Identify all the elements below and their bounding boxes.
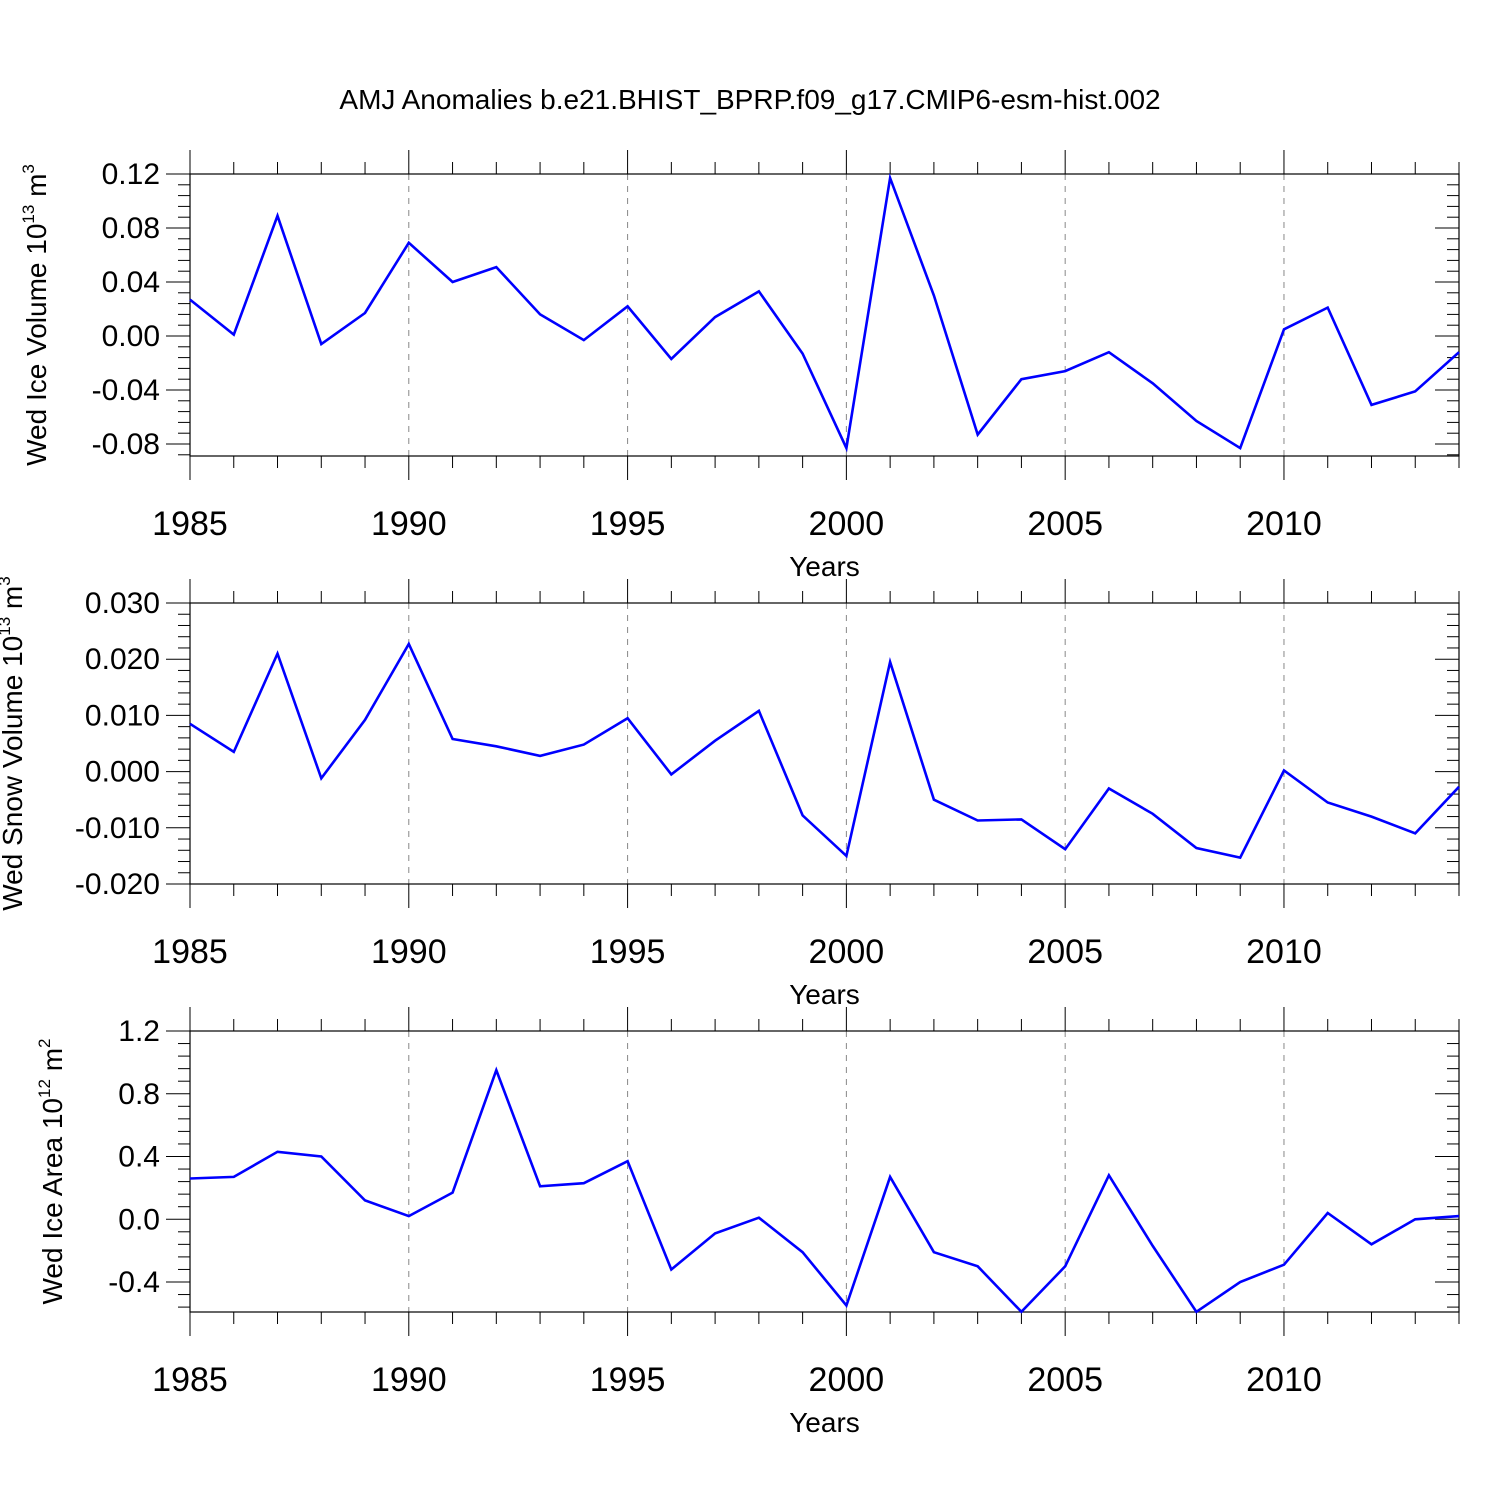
y-tick-label: 0.08 (102, 212, 160, 245)
y-tick-label: -0.08 (92, 428, 160, 461)
plot-frame (189, 1030, 1460, 1313)
series-line (189, 641, 1460, 860)
x-tick-label: 2000 (809, 933, 885, 971)
y-axis-label: Wed Ice Volume 1013 m3 (19, 164, 52, 466)
y-tick-label: -0.04 (92, 374, 160, 407)
x-tick-label: 2005 (1027, 505, 1103, 543)
x-axis-label: Years (789, 979, 860, 1010)
x-tick-label: 1990 (371, 505, 447, 543)
y-tick-label: 0.04 (102, 266, 160, 299)
x-axis-label: Years (789, 551, 860, 582)
x-tick-label: 2005 (1027, 1361, 1103, 1399)
x-tick-label: 2000 (809, 1361, 885, 1399)
x-tick-label: 1985 (152, 505, 228, 543)
y-tick-label: 0.030 (85, 587, 160, 620)
y-tick-label: 0.8 (118, 1078, 160, 1111)
y-tick-label: 0.020 (85, 643, 160, 676)
figure-title: AMJ Anomalies b.e21.BHIST_BPRP.f09_g17.C… (339, 84, 1161, 115)
y-tick-label: 0.010 (85, 699, 160, 732)
y-tick-label: -0.020 (75, 868, 160, 901)
plot-frame (189, 173, 1460, 457)
x-tick-label: 1995 (590, 505, 666, 543)
y-axis-label: Wed Ice Area 1012 m2 (35, 1039, 68, 1305)
x-tick-label: 2000 (809, 505, 885, 543)
x-tick-label: 1985 (152, 933, 228, 971)
y-tick-label: -0.4 (108, 1266, 160, 1299)
x-tick-label: 1985 (152, 1361, 228, 1399)
x-tick-label: 2010 (1246, 933, 1322, 971)
x-tick-label: 2005 (1027, 933, 1103, 971)
y-tick-label: 0.000 (85, 756, 160, 789)
x-axis-label: Years (789, 1407, 860, 1438)
x-tick-label: 1995 (590, 1361, 666, 1399)
x-tick-label: 1995 (590, 933, 666, 971)
x-tick-label: 2010 (1246, 1361, 1322, 1399)
y-tick-label: 0.0 (118, 1203, 160, 1236)
x-tick-label: 1990 (371, 933, 447, 971)
y-tick-label: 0.4 (118, 1141, 160, 1174)
y-tick-label: -0.010 (75, 812, 160, 845)
x-tick-label: 2010 (1246, 505, 1322, 543)
y-axis-label: Wed Snow Volume 1013 m3 (0, 576, 28, 910)
y-tick-label: 0.12 (102, 158, 160, 191)
plot-frame (189, 602, 1460, 885)
series-line (189, 1066, 1460, 1314)
x-tick-label: 1990 (371, 1361, 447, 1399)
y-tick-label: 0.00 (102, 320, 160, 353)
y-tick-label: 1.2 (118, 1015, 160, 1048)
series-line (189, 172, 1460, 453)
